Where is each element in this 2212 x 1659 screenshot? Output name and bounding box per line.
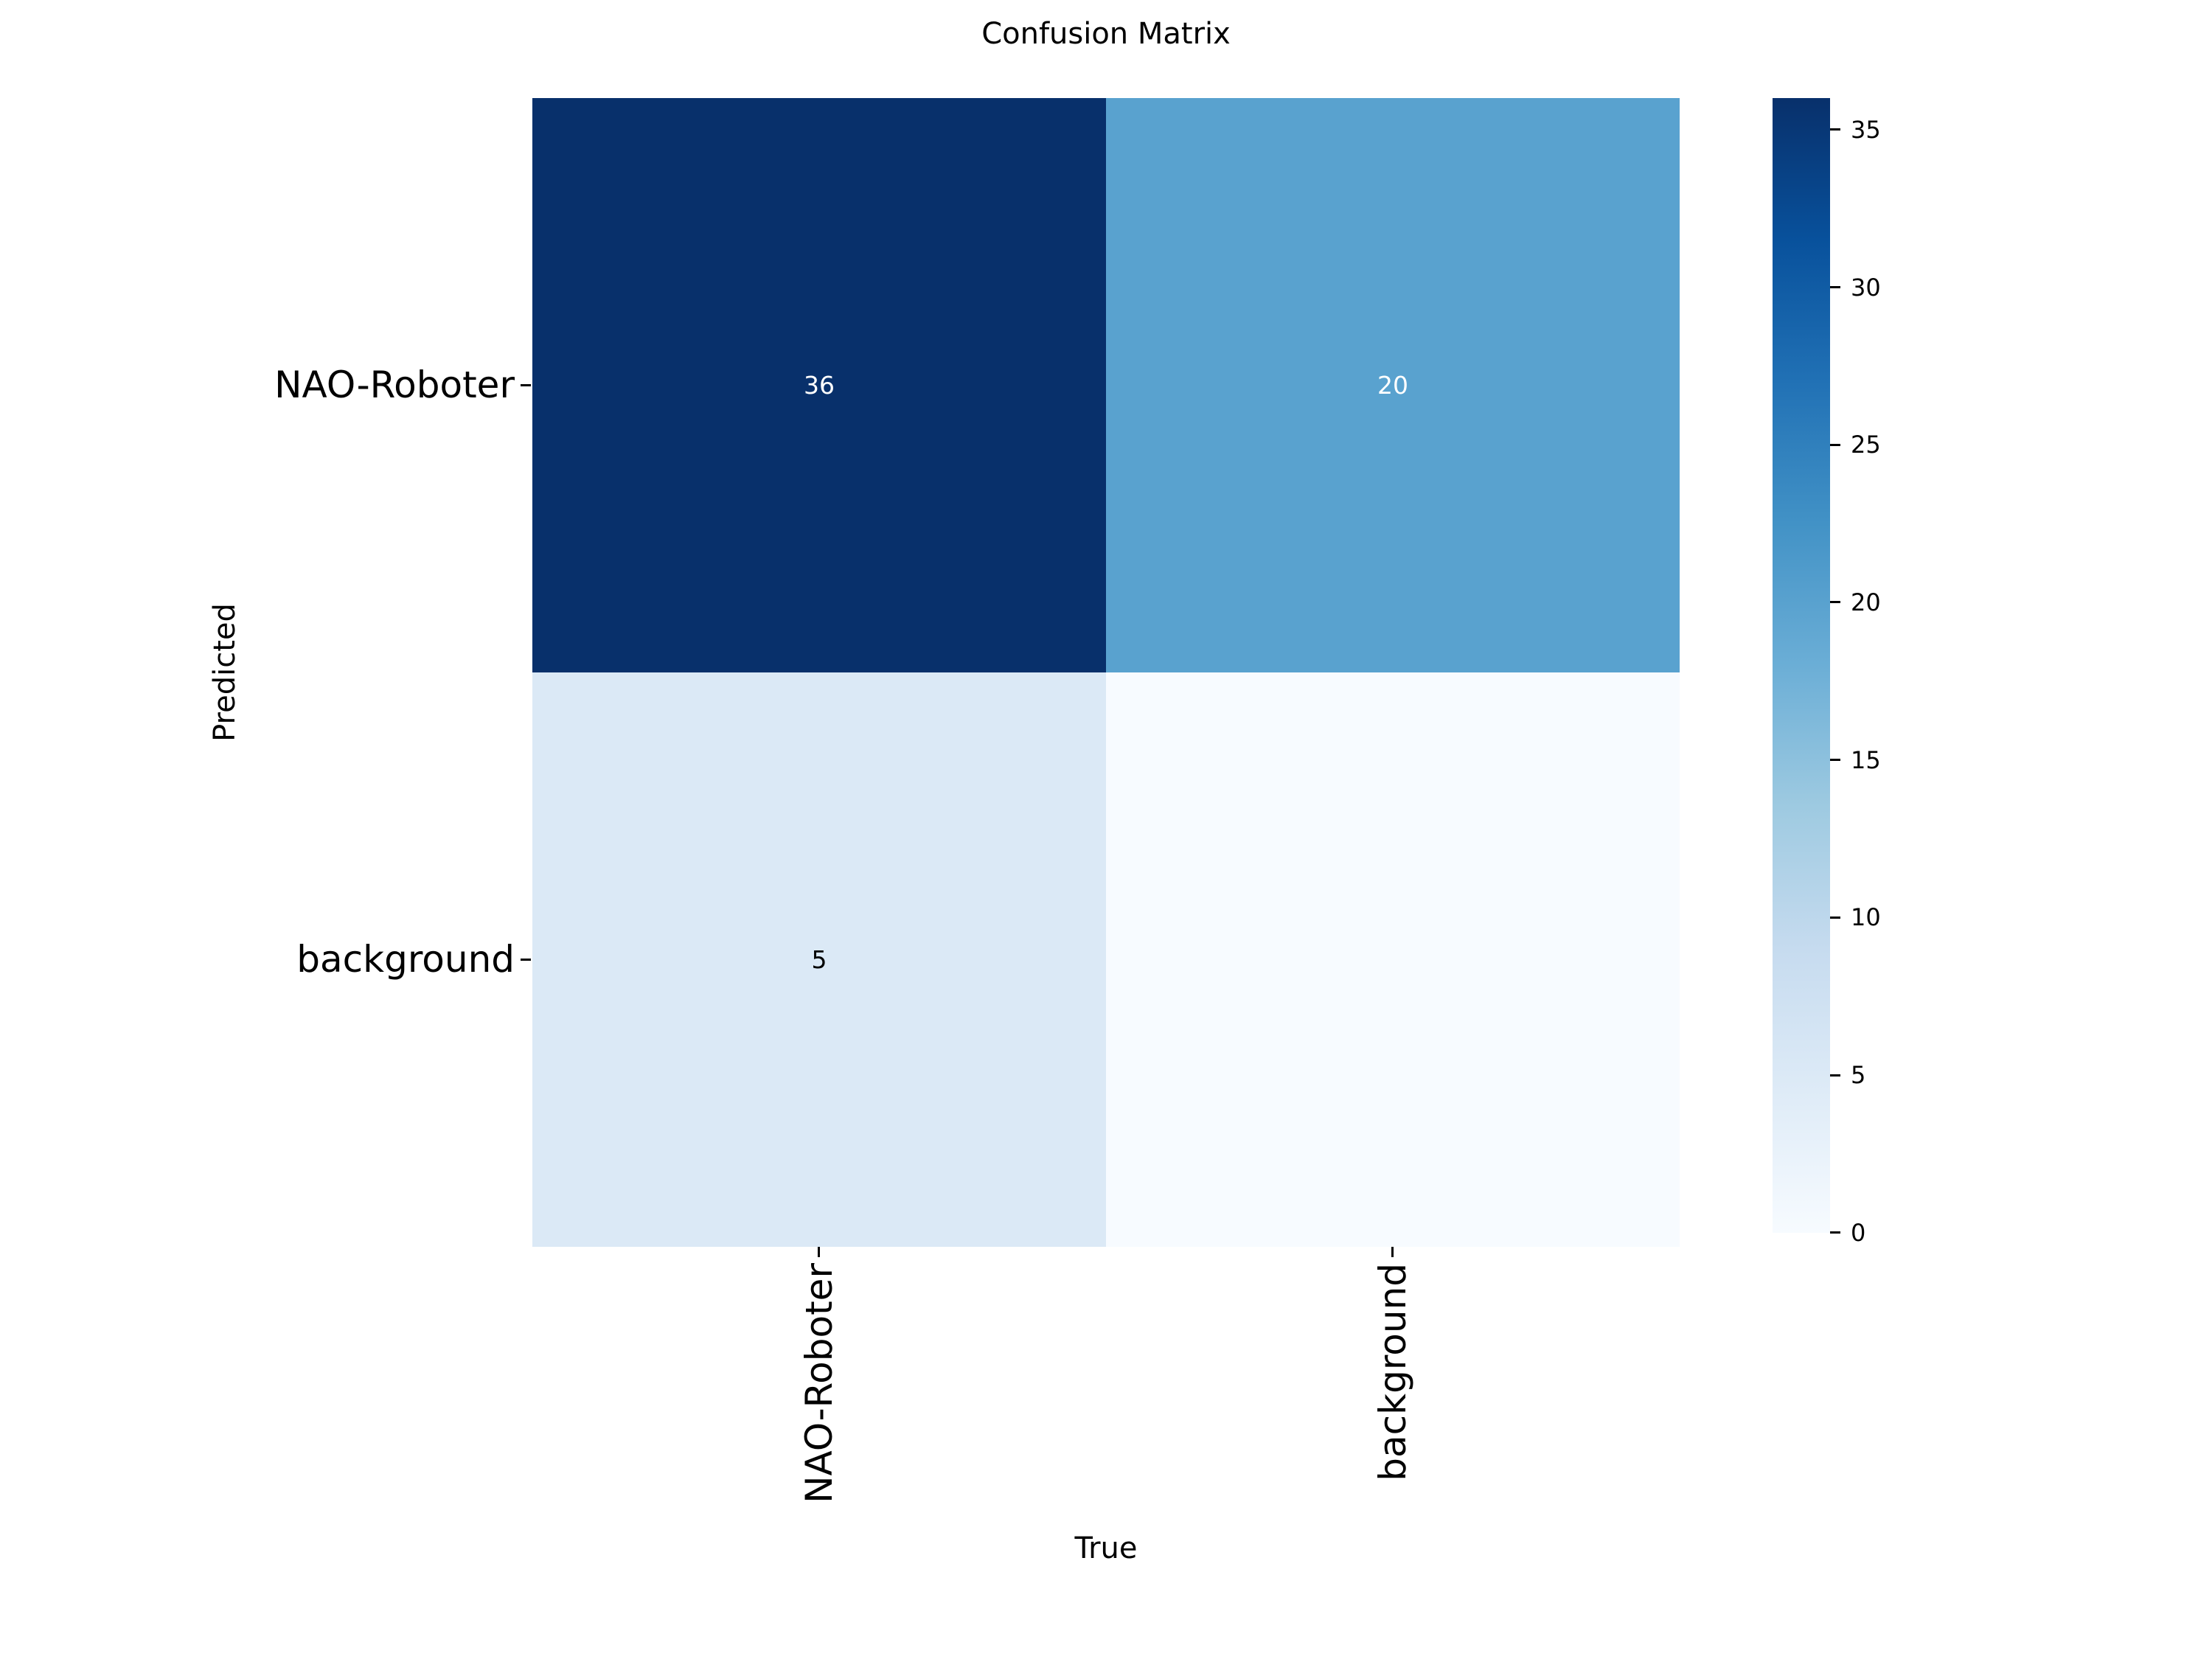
colorbar-tick-label: 30 xyxy=(1851,274,1881,302)
colorbar-tick-mark xyxy=(1830,601,1840,603)
cell-value: 5 xyxy=(811,945,827,974)
heatmap-grid: 36 20 5 xyxy=(532,98,1680,1247)
colorbar-tick-label: 35 xyxy=(1851,116,1881,144)
colorbar-tick-label: 25 xyxy=(1851,431,1881,459)
y-tick-mark xyxy=(521,384,531,386)
x-tick-label: NAO-Roboter xyxy=(798,1263,841,1503)
x-tick-mark xyxy=(1391,1247,1394,1257)
colorbar-gradient xyxy=(1773,98,1830,1233)
colorbar-tick-mark xyxy=(1830,917,1840,919)
x-tick-mark xyxy=(818,1247,820,1257)
heatmap-cell: 5 xyxy=(532,672,1106,1247)
colorbar-tick-label: 5 xyxy=(1851,1061,1866,1089)
chart-title: Confusion Matrix xyxy=(981,17,1231,51)
colorbar-tick-mark xyxy=(1830,128,1840,131)
y-tick-label: NAO-Roboter xyxy=(274,364,515,406)
x-axis-title: True xyxy=(1074,1531,1138,1565)
cell-value: 36 xyxy=(804,371,835,400)
colorbar-tick-mark xyxy=(1830,759,1840,761)
colorbar-tick-mark xyxy=(1830,1231,1840,1234)
heatmap-cell xyxy=(1106,672,1680,1247)
colorbar-tick-label: 0 xyxy=(1851,1219,1866,1247)
colorbar-tick-label: 10 xyxy=(1851,903,1881,931)
y-tick-mark xyxy=(521,959,531,961)
colorbar-tick-label: 20 xyxy=(1851,588,1881,616)
y-axis-title: Predicted xyxy=(208,603,242,742)
colorbar-tick-label: 15 xyxy=(1851,746,1881,774)
colorbar-tick-mark xyxy=(1830,1074,1840,1077)
x-tick-label: background xyxy=(1371,1263,1414,1481)
colorbar-tick-mark xyxy=(1830,444,1840,446)
heatmap-cell: 20 xyxy=(1106,98,1680,672)
cell-value: 20 xyxy=(1377,371,1408,400)
colorbar-tick-mark xyxy=(1830,286,1840,288)
y-tick-label: background xyxy=(296,938,515,981)
heatmap-cell: 36 xyxy=(532,98,1106,672)
